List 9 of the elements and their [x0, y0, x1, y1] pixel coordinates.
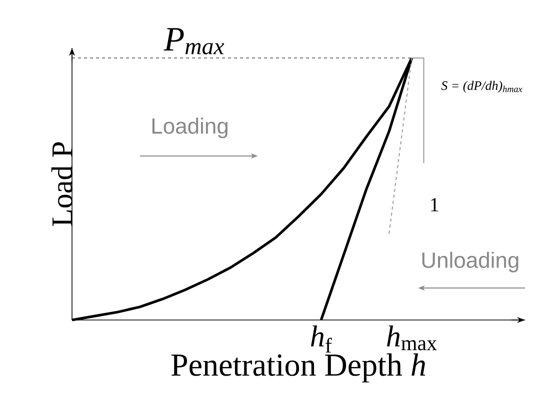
x-tick-label: h$_{max}$: [387, 326, 437, 350]
annotation: S = (dP/dh)$_{hmax}$: [441, 80, 522, 93]
x-tick-label: h$_{f}$: [310, 326, 332, 353]
y-axis-title: Load P: [51, 142, 72, 226]
annotation: Loading: [152, 118, 228, 138]
x-axis-title: Penetration Depth h: [171, 353, 426, 382]
ref-line-label: P$_{max}$: [164, 28, 224, 54]
annotation: 1: [431, 198, 438, 212]
annotation: Unloading: [422, 252, 518, 272]
